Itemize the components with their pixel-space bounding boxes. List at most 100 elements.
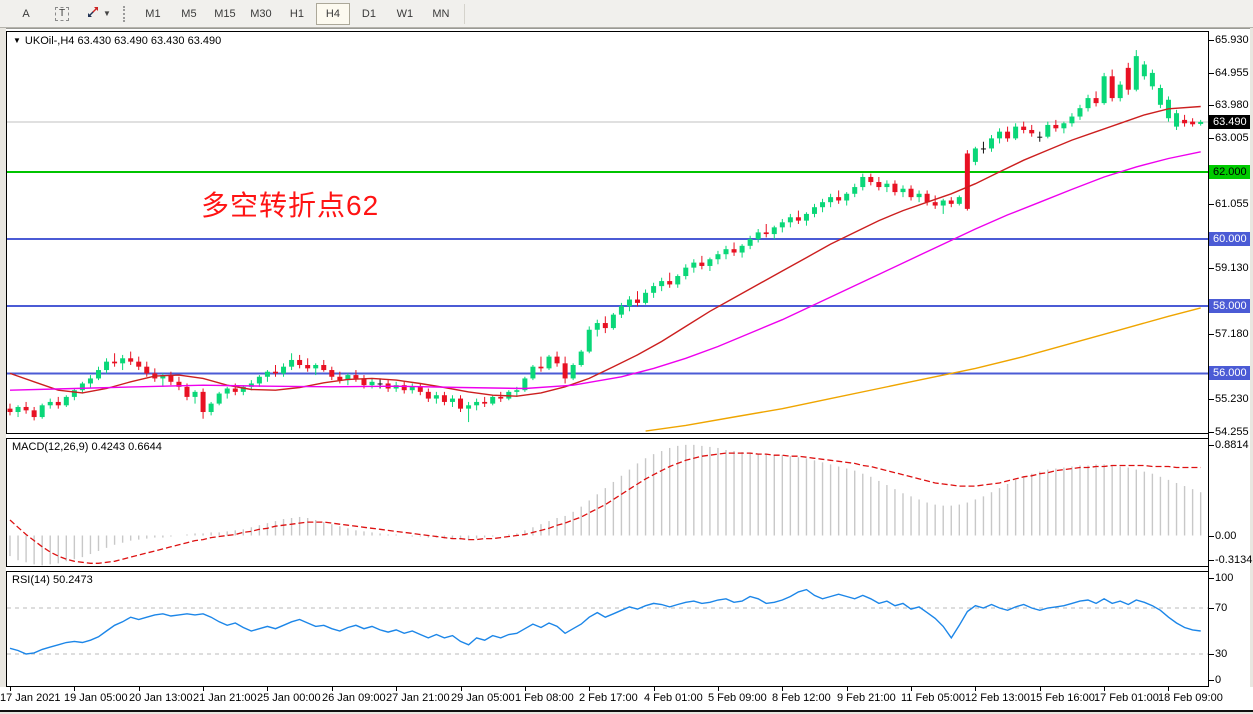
text-label-tool-button[interactable]: A [9, 3, 43, 25]
axis-tick-label: 61.055 [1215, 198, 1249, 210]
axis-tick-label: 59.130 [1215, 262, 1249, 274]
top-toolbar: A T ▼ M1 M5 M15 M30 H1 H4 D1 W1 MN [0, 0, 1253, 28]
arrow-tools-icon [86, 5, 100, 22]
time-axis-tick [975, 687, 976, 691]
axis-tick [1209, 560, 1214, 561]
time-axis-label: 17 Feb 01:00 [1094, 692, 1159, 704]
text-label-icon: A [22, 7, 30, 20]
toolbar-separator [463, 3, 465, 24]
macd-values: 0.4243 0.6644 [91, 441, 162, 453]
axis-tick [1209, 608, 1214, 609]
chart-title: ▼ UKOil-,H4 63.430 63.490 63.430 63.490 [13, 35, 221, 47]
axis-tick-label: 65.930 [1215, 34, 1249, 46]
symbol-quote-text: UKOil-,H4 63.430 63.490 63.430 63.490 [24, 35, 222, 47]
timeframe-button-m15[interactable]: M15 [214, 7, 236, 20]
time-axis-label: 29 Jan 05:00 [451, 692, 515, 704]
time-axis-tick [525, 687, 526, 691]
time-axis-label: 15 Feb 16:00 [1030, 692, 1095, 704]
level-price-badge: 62.000 [1209, 165, 1250, 179]
axis-tick [1209, 680, 1214, 681]
axis-tick [1209, 40, 1214, 41]
level-price-badge: 60.000 [1209, 232, 1250, 246]
rsi-chart-canvas[interactable] [6, 571, 1209, 687]
timeframe-button-d1[interactable]: D1 [361, 7, 376, 20]
rsi-indicator-panel[interactable] [6, 571, 1209, 687]
time-axis-label: 12 Feb 13:00 [965, 692, 1030, 704]
time-axis-tick [718, 687, 719, 691]
axis-tick-label: 57.180 [1215, 328, 1249, 340]
time-axis-tick [1104, 687, 1105, 691]
rsi-value: 50.2473 [52, 574, 93, 586]
window-bottom-edge [0, 712, 1253, 714]
time-axis-tick [1040, 687, 1041, 691]
rsi-label: RSI(14) 50.2473 [12, 574, 93, 586]
text-box-icon: T [54, 6, 70, 21]
panel-separator[interactable] [6, 567, 1209, 571]
time-axis-label: 11 Feb 05:00 [901, 692, 966, 704]
axis-tick [1209, 399, 1214, 400]
axis-tick-label: 54.255 [1215, 426, 1249, 438]
timeframe-button-h1[interactable]: H1 [289, 7, 304, 20]
rsi-name: RSI(14) [12, 574, 50, 586]
collapse-triangle-icon: ▼ [13, 36, 21, 45]
chevron-down-icon: ▼ [103, 9, 111, 18]
time-axis-tick [589, 687, 590, 691]
axis-tick [1209, 138, 1214, 139]
current-price-badge: 63.490 [1209, 115, 1250, 129]
axis-tick [1209, 268, 1214, 269]
chart-annotation[interactable]: 多空转折点62 [201, 190, 380, 221]
time-axis-tick [74, 687, 75, 691]
time-axis-label: 17 Jan 2021 [0, 692, 61, 704]
macd-label: MACD(12,26,9) 0.4243 0.6644 [12, 441, 162, 453]
window-right-edge [1250, 28, 1253, 714]
toolbar-drag-handle[interactable] [122, 5, 127, 22]
level-price-badge: 56.000 [1209, 366, 1250, 380]
time-axis-label: 8 Feb 12:00 [772, 692, 831, 704]
axis-tick-label: 30 [1215, 648, 1228, 660]
axis-tick-label: 63.980 [1215, 99, 1249, 111]
axis-tick-label: 0.8814 [1215, 439, 1249, 451]
timeframe-button-m5[interactable]: M5 [181, 7, 197, 20]
time-axis-label: 20 Jan 13:00 [129, 692, 193, 704]
axis-tick [1209, 105, 1214, 106]
arrow-tools-button[interactable]: ▼ [81, 3, 116, 25]
timeframe-button-mn[interactable]: MN [432, 7, 450, 20]
macd-chart-canvas[interactable] [6, 438, 1209, 567]
timeframe-button-w1[interactable]: W1 [396, 7, 414, 20]
panel-separator[interactable] [6, 434, 1209, 438]
time-axis-tick [1168, 687, 1169, 691]
axis-tick [1209, 73, 1214, 74]
axis-tick [1209, 432, 1214, 433]
time-axis-label: 21 Jan 21:00 [193, 692, 257, 704]
axis-tick [1209, 536, 1214, 537]
time-axis-label: 18 Feb 09:00 [1158, 692, 1223, 704]
level-price-badge: 58.000 [1209, 299, 1250, 313]
text-box-tool-button[interactable]: T [45, 3, 79, 25]
price-chart-canvas[interactable] [6, 31, 1209, 434]
price-axis-border [1208, 31, 1209, 687]
time-axis-tick [10, 687, 11, 691]
axis-tick-label: 55.230 [1215, 393, 1249, 405]
axis-tick [1209, 654, 1214, 655]
macd-name: MACD(12,26,9) [12, 441, 89, 453]
time-axis-label: 1 Feb 08:00 [515, 692, 574, 704]
time-axis-tick [332, 687, 333, 691]
window-bottom-border [0, 710, 1253, 712]
time-axis-tick [461, 687, 462, 691]
time-scale[interactable]: 17 Jan 2021 19 Jan 05:00 20 Jan 13:00 21 Ja… [0, 687, 1253, 710]
axis-tick [1209, 578, 1214, 579]
timeframe-button-m1[interactable]: M1 [145, 7, 161, 20]
axis-tick-label: 70 [1215, 602, 1228, 614]
time-axis-tick [267, 687, 268, 691]
toolbar-groove [0, 28, 1253, 29]
axis-tick-label: -0.3134 [1215, 554, 1253, 566]
axis-tick-label: 64.955 [1215, 67, 1249, 79]
timeframe-button-m30[interactable]: M30 [250, 7, 272, 20]
time-axis-tick [911, 687, 912, 691]
window-left-edge [0, 28, 6, 714]
axis-tick [1209, 334, 1214, 335]
timeframe-button-h4[interactable]: H4 [315, 2, 350, 25]
axis-tick-label: 0 [1215, 674, 1222, 686]
axis-tick-label: 100 [1215, 572, 1234, 584]
axis-tick-label: 0.00 [1215, 530, 1237, 542]
